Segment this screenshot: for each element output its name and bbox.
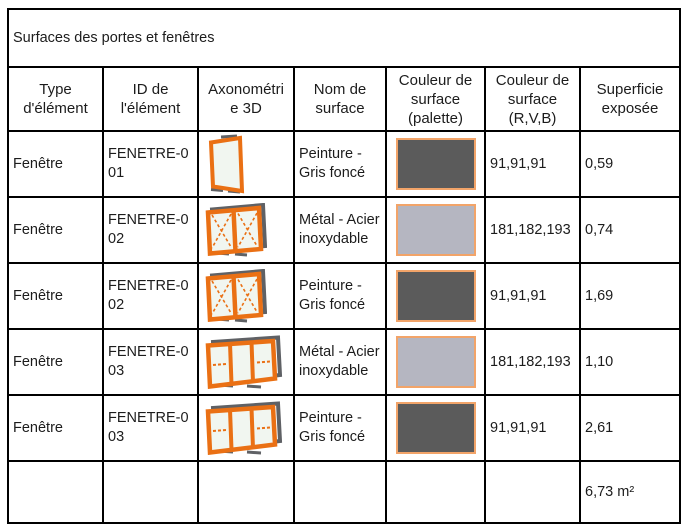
axonometry-cell [197, 328, 295, 396]
header-surface-name: Nom de surface [293, 66, 387, 132]
empty-cell [102, 460, 199, 524]
area-cell: 1,69 [578, 262, 682, 330]
title-row: Surfaces des portes et fenêtres [6, 8, 682, 68]
empty-cell [385, 460, 486, 524]
table-title: Surfaces des portes et fenêtres [6, 8, 682, 68]
type-cell: Fenêtre [7, 328, 104, 396]
surface-name-cell: Métal - Acier inoxydable [293, 328, 387, 396]
color-swatch [396, 336, 476, 388]
axonometry-cell [197, 196, 295, 264]
window-3-pane-slider-icon [205, 401, 283, 455]
table-row: Fenêtre FENETRE-002 Métal - [7, 196, 682, 264]
type-cell: Fenêtre [7, 130, 104, 198]
palette-cell [385, 262, 486, 330]
table-row: Fenêtre FENETRE-003 Métal - Acier inoxyd… [7, 328, 682, 396]
total-area-cell: 6,73 m² [578, 460, 682, 524]
surface-name-cell: Peinture - Gris foncé [293, 394, 387, 462]
area-cell: 2,61 [578, 394, 682, 462]
header-row: Type d'élément ID de l'élément Axonométr… [7, 66, 682, 132]
element-id-cell: FENETRE-002 [102, 262, 199, 330]
table-row: Fenêtre FENETRE-002 Peintur [7, 262, 682, 330]
area-cell: 0,74 [578, 196, 682, 264]
empty-cell [7, 460, 104, 524]
element-id-cell: FENETRE-003 [102, 394, 199, 462]
empty-cell [484, 460, 581, 524]
rvb-cell: 91,91,91 [484, 130, 581, 198]
palette-cell [385, 394, 486, 462]
area-cell: 0,59 [578, 130, 682, 198]
header-surface-color-palette: Couleur de surface (palette) [385, 66, 486, 132]
window-1-pane-icon [208, 134, 245, 194]
empty-cell [197, 460, 295, 524]
axonometry-cell [197, 262, 295, 330]
window-3-pane-slider-icon [205, 335, 283, 389]
color-swatch [396, 270, 476, 322]
header-element-id: ID de l'élément [102, 66, 199, 132]
surface-name-cell: Métal - Acier inoxydable [293, 196, 387, 264]
surfaces-table: Surfaces des portes et fenêtres Type d'é… [6, 8, 682, 524]
rvb-cell: 91,91,91 [484, 262, 581, 330]
header-surface-color-rvb: Couleur de surface (R,V,B) [484, 66, 581, 132]
table-row: Fenêtre FENETRE-001 Peinture - Gris fonc… [7, 130, 682, 198]
element-id-cell: FENETRE-002 [102, 196, 199, 264]
element-id-cell: FENETRE-001 [102, 130, 199, 198]
palette-cell [385, 130, 486, 198]
type-cell: Fenêtre [7, 394, 104, 462]
window-2-pane-casement-icon [205, 203, 267, 257]
empty-cell [293, 460, 387, 524]
total-row: 6,73 m² [7, 460, 682, 524]
color-swatch [396, 402, 476, 454]
axonometry-cell [197, 130, 295, 198]
axonometry-cell [197, 394, 295, 462]
header-exposed-area: Superficie exposée [578, 66, 682, 132]
surface-name-cell: Peinture - Gris foncé [293, 130, 387, 198]
element-id-cell: FENETRE-003 [102, 328, 199, 396]
area-cell: 1,10 [578, 328, 682, 396]
surface-name-cell: Peinture - Gris foncé [293, 262, 387, 330]
type-cell: Fenêtre [7, 262, 104, 330]
palette-cell [385, 328, 486, 396]
palette-cell [385, 196, 486, 264]
window-2-pane-casement-icon [205, 269, 267, 323]
type-cell: Fenêtre [7, 196, 104, 264]
color-swatch [396, 204, 476, 256]
color-swatch [396, 138, 476, 190]
rvb-cell: 91,91,91 [484, 394, 581, 462]
rvb-cell: 181,182,193 [484, 328, 581, 396]
header-element-type: Type d'élément [7, 66, 104, 132]
rvb-cell: 181,182,193 [484, 196, 581, 264]
table-row: Fenêtre FENETRE-003 Peinture - Gris fonc… [7, 394, 682, 462]
header-axonometry: Axonométrie 3D [197, 66, 295, 132]
